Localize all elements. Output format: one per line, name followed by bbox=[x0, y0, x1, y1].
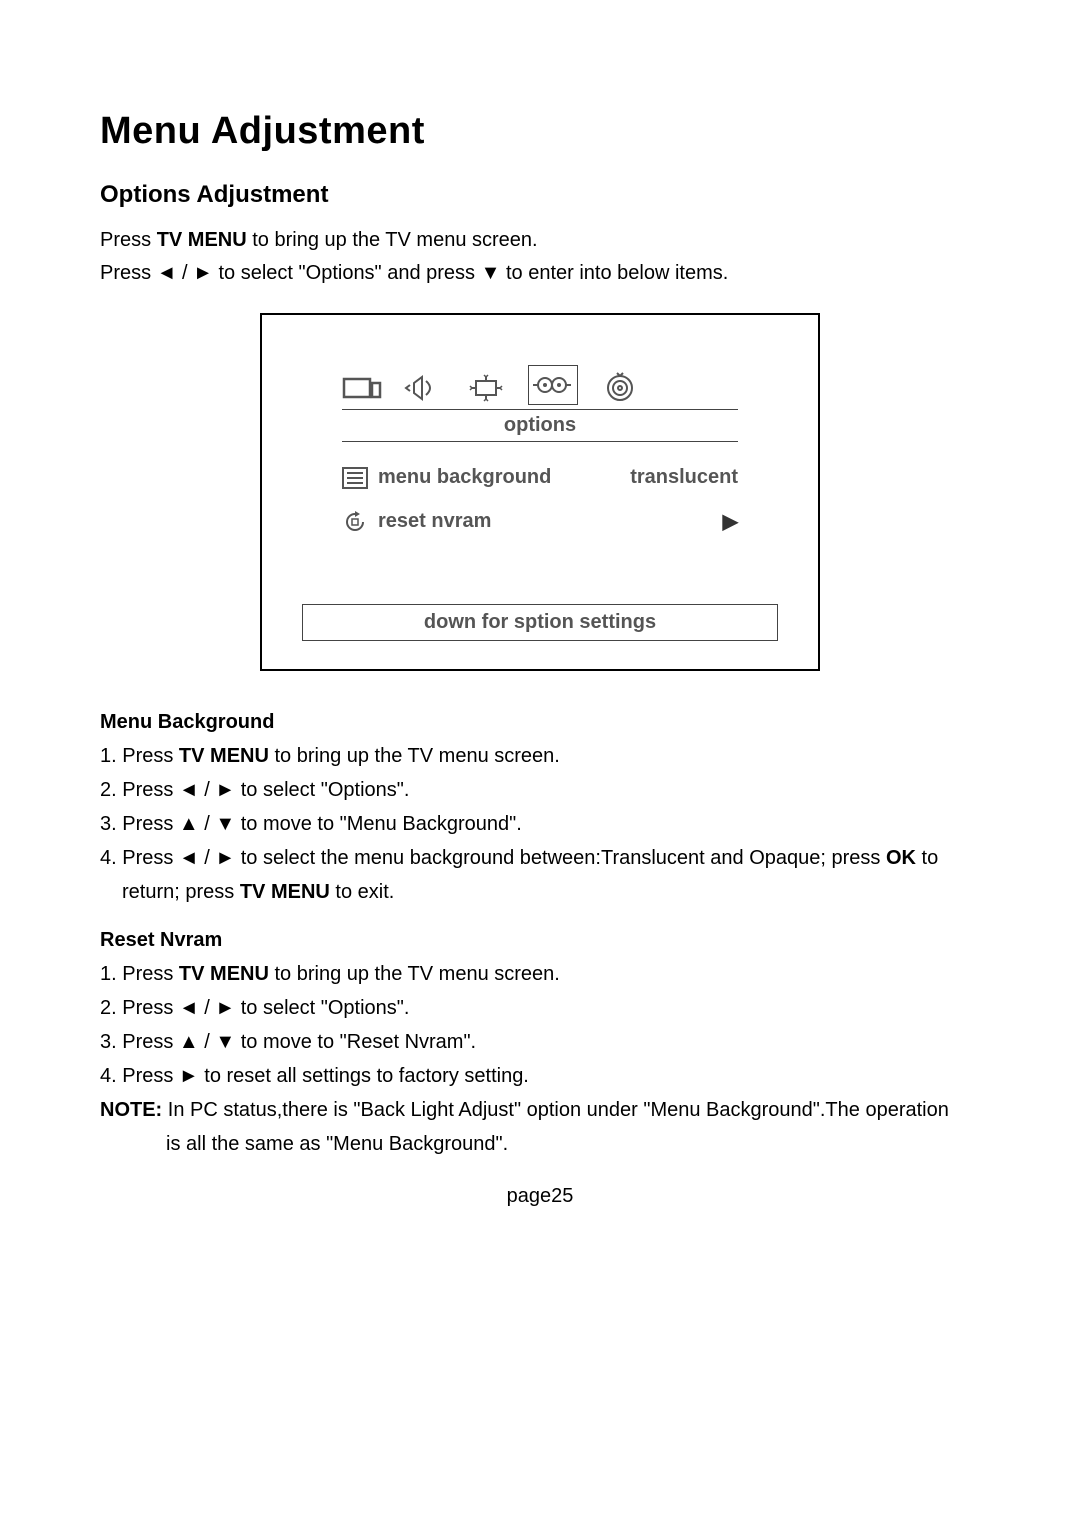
sec1-step4b: return; press TV MENU to exit. bbox=[100, 878, 980, 907]
note-body1: In PC status,there is "Back Light Adjust… bbox=[162, 1099, 949, 1121]
sec2-step4: 4. Press ► to reset all settings to fact… bbox=[100, 1062, 980, 1091]
sec1-s4c: to bbox=[916, 847, 938, 869]
chevron-right-icon: ▶ bbox=[723, 509, 738, 534]
osd-footer-hint: down for sption settings bbox=[302, 604, 778, 641]
sec1-s4d: return; press bbox=[122, 881, 240, 903]
osd-row2-label: reset nvram bbox=[378, 510, 715, 533]
intro-line-2: Press ◄ / ► to select "Options" and pres… bbox=[100, 262, 980, 285]
note-line1: NOTE: In PC status,there is "Back Light … bbox=[100, 1096, 980, 1125]
sec1-s1-post: to bring up the TV menu screen. bbox=[269, 745, 560, 767]
page-number: page25 bbox=[0, 1185, 1080, 1208]
sec2-s1-pre: 1. Press bbox=[100, 963, 179, 985]
page-title: Menu Adjustment bbox=[100, 110, 980, 153]
sec1-step4a: 4. Press ◄ / ► to select the menu backgr… bbox=[100, 844, 980, 873]
sec2-step1: 1. Press TV MENU to bring up the TV menu… bbox=[100, 960, 980, 989]
sec1-s4f: to exit. bbox=[330, 881, 394, 903]
sec2-s1-bold: TV MENU bbox=[179, 963, 269, 985]
sec1-step3: 3. Press ▲ / ▼ to move to "Menu Backgrou… bbox=[100, 810, 980, 839]
osd-screenshot: options menu background translucent rese… bbox=[260, 313, 820, 671]
tab-picture-icon bbox=[342, 371, 382, 405]
sec1-s1-bold: TV MENU bbox=[179, 745, 269, 767]
sec1-s4e: TV MENU bbox=[240, 881, 330, 903]
section-subtitle: Options Adjustment bbox=[100, 181, 980, 209]
section-menu-background-head: Menu Background bbox=[100, 711, 980, 734]
osd-tab-label: options bbox=[342, 409, 738, 442]
sec2-step3: 3. Press ▲ / ▼ to move to "Reset Nvram". bbox=[100, 1028, 980, 1057]
sec2-step2: 2. Press ◄ / ► to select "Options". bbox=[100, 994, 980, 1023]
sec1-s4a: 4. Press ◄ / ► to select the menu backgr… bbox=[100, 847, 886, 869]
sec2-s1-post: to bring up the TV menu screen. bbox=[269, 963, 560, 985]
tab-channel-icon bbox=[600, 371, 640, 405]
intro1-post: to bring up the TV menu screen. bbox=[247, 229, 538, 251]
intro1-pre: Press bbox=[100, 229, 157, 251]
osd-row1-label: menu background bbox=[378, 466, 630, 489]
intro1-bold: TV MENU bbox=[157, 229, 247, 251]
tab-sound-icon bbox=[404, 371, 444, 405]
tab-screen-icon bbox=[466, 371, 506, 405]
sec1-s4b: OK bbox=[886, 847, 916, 869]
tab-options-icon bbox=[528, 365, 578, 405]
sec1-s1-pre: 1. Press bbox=[100, 745, 179, 767]
sec1-step2: 2. Press ◄ / ► to select "Options". bbox=[100, 776, 980, 805]
sec1-step1: 1. Press TV MENU to bring up the TV menu… bbox=[100, 742, 980, 771]
osd-row-reset-nvram: reset nvram ▶ bbox=[302, 499, 778, 544]
osd-row1-value: translucent bbox=[630, 466, 738, 489]
note-line2: is all the same as "Menu Background". bbox=[100, 1130, 980, 1159]
list-icon bbox=[342, 467, 368, 489]
osd-row-menu-background: menu background translucent bbox=[302, 456, 778, 499]
intro-line-1: Press TV MENU to bring up the TV menu sc… bbox=[100, 229, 980, 252]
section-reset-nvram-head: Reset Nvram bbox=[100, 929, 980, 952]
note-label: NOTE: bbox=[100, 1099, 162, 1121]
reset-icon bbox=[342, 511, 368, 533]
